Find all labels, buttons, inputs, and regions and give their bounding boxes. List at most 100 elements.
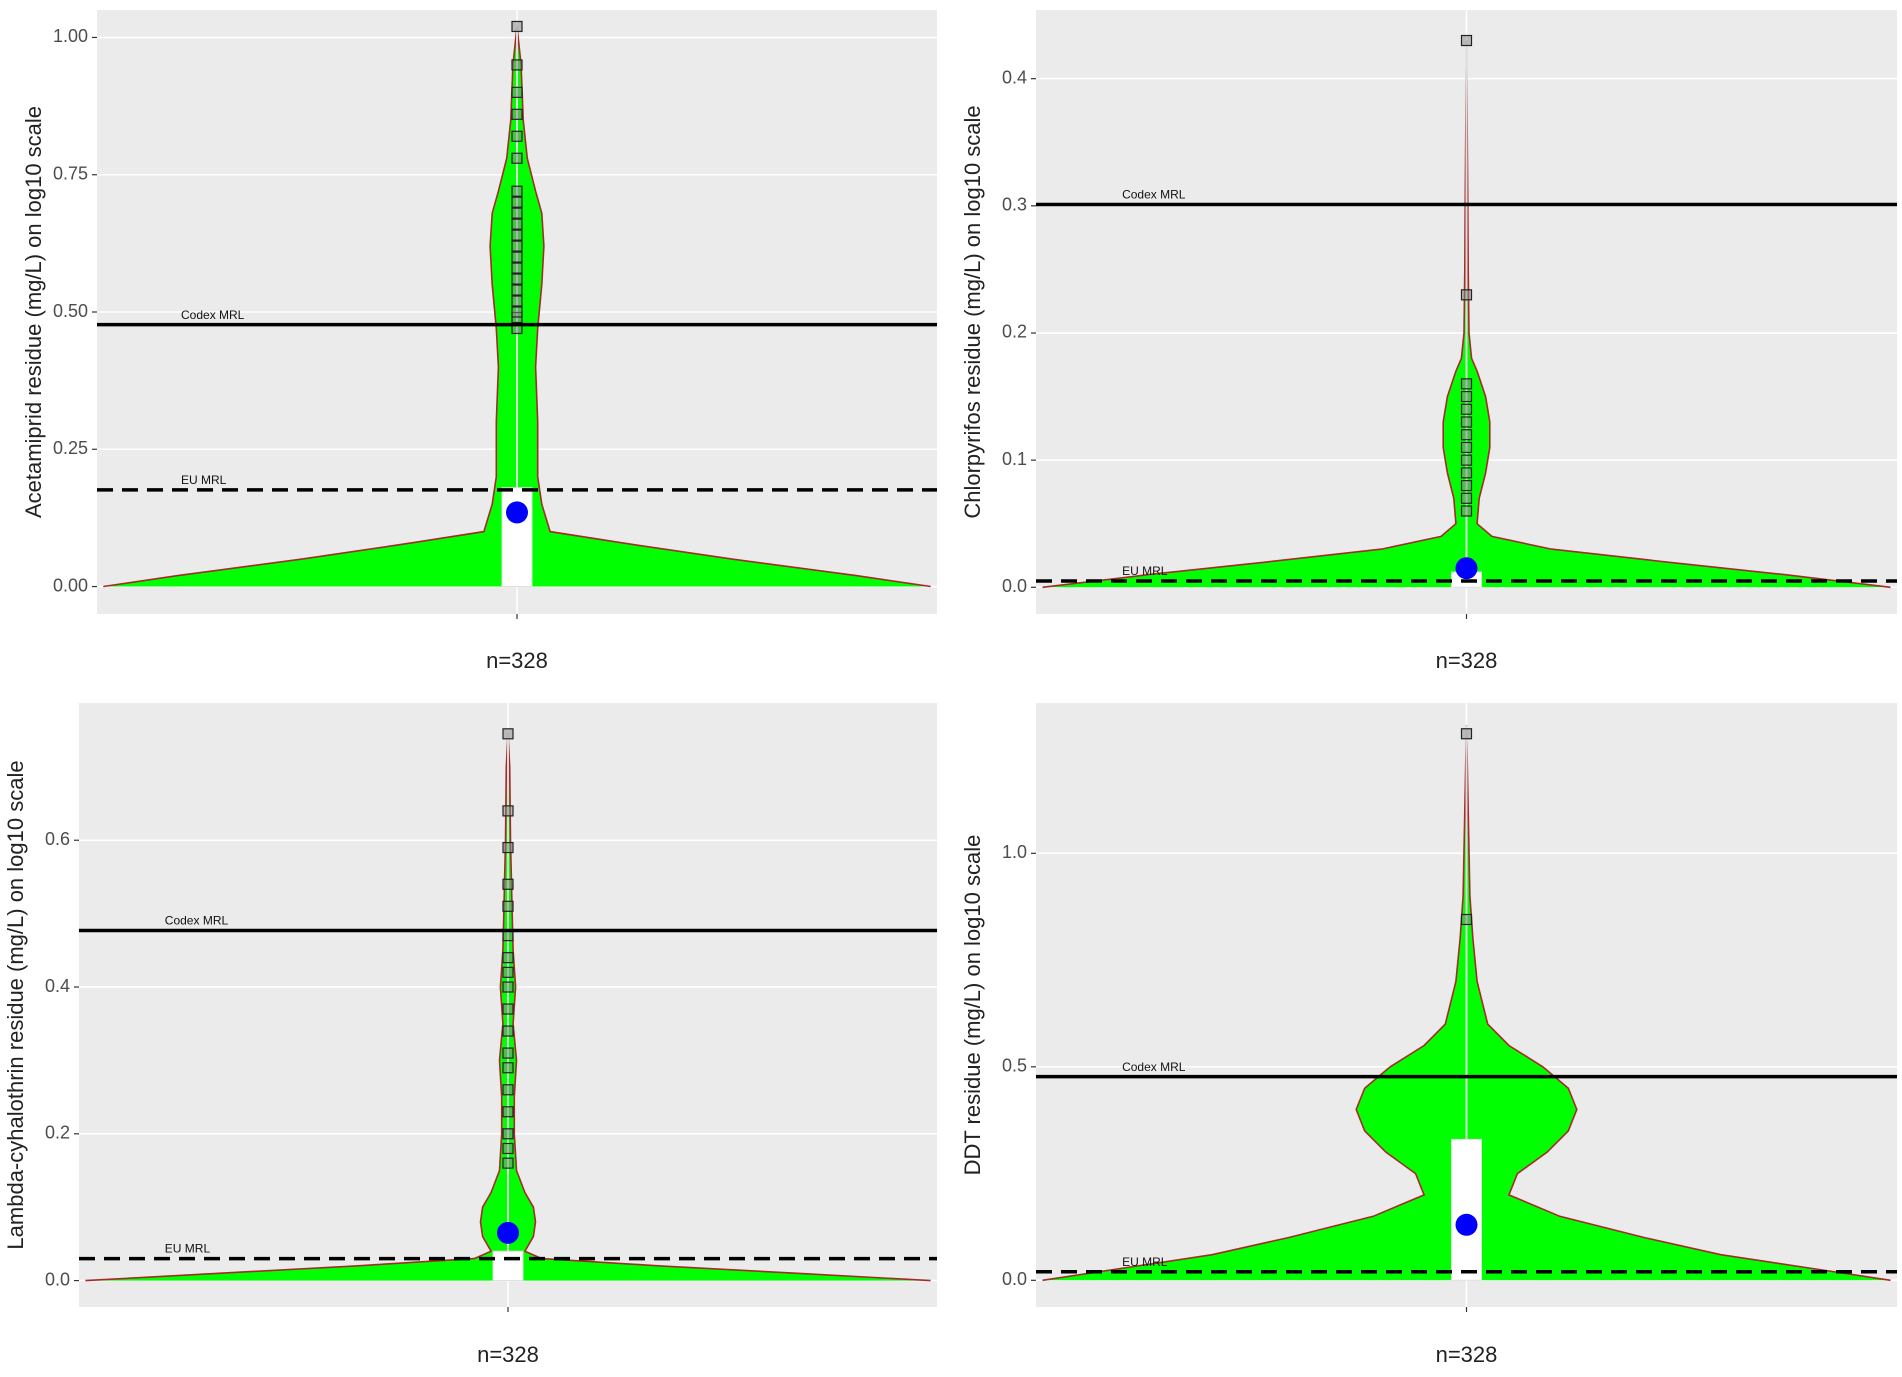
y-tick-label: 0.50 — [53, 301, 88, 321]
outlier — [1460, 390, 1473, 403]
outlier — [511, 251, 523, 263]
box — [501, 487, 533, 588]
reference-label: Codex MRL — [165, 914, 229, 928]
outlier — [1460, 454, 1473, 466]
box — [492, 1250, 524, 1282]
outlier — [502, 1142, 514, 1155]
outlier — [1460, 441, 1473, 454]
x-tick-label: n=328 — [486, 648, 548, 673]
outlier — [1460, 505, 1473, 517]
outlier — [502, 1062, 514, 1074]
mean-point — [1455, 557, 1478, 580]
violin-outline — [1465, 725, 1891, 1282]
y-axis-label: Acetamiprid residue (mg/L) on log10 scal… — [21, 106, 46, 518]
outlier — [511, 284, 523, 296]
y-tick-label: 0.75 — [53, 163, 88, 183]
y-tick-label: 0.25 — [53, 438, 88, 458]
outlier — [502, 728, 514, 740]
outlier — [502, 805, 514, 817]
outlier — [1460, 378, 1473, 390]
outlier — [511, 108, 523, 120]
reference-label: EU MRL — [1122, 1255, 1168, 1269]
outlier — [1460, 913, 1473, 926]
outlier — [502, 841, 514, 854]
outlier — [511, 306, 523, 318]
y-tick-label: 0.0 — [1002, 1269, 1027, 1289]
outlier — [502, 878, 514, 890]
y-axis-label: Chlorpyrifos residue (mg/L) on log10 sca… — [960, 105, 985, 518]
y-tick-label: 0.4 — [1002, 67, 1027, 87]
outlier — [511, 59, 523, 71]
outlier — [1460, 728, 1473, 740]
panel: 0.00 0.25 0.50 0.75 1.00 n=328 Acetamiprid res… — [21, 10, 937, 673]
x-tick-label: n=328 — [1436, 648, 1498, 673]
mean-point — [1455, 1213, 1478, 1236]
panel: 0.0 0.2 0.4 0.6 n=328 Lambda-cyhalothrin resi… — [3, 703, 937, 1367]
mean-point — [506, 501, 528, 524]
violin-outline — [85, 733, 509, 1282]
outlier — [502, 1025, 514, 1037]
reference-label: EU MRL — [181, 473, 227, 487]
outlier — [1460, 416, 1473, 428]
y-tick-label: 0.0 — [1002, 576, 1027, 596]
outlier — [1460, 429, 1473, 441]
reference-label: Codex MRL — [1122, 188, 1186, 202]
y-tick-label: 1.00 — [53, 26, 88, 46]
outlier — [1460, 403, 1473, 415]
mean-point — [497, 1221, 519, 1244]
violin-outline — [516, 26, 931, 588]
box — [1451, 1138, 1482, 1281]
outlier — [502, 1157, 514, 1169]
reference-label: EU MRL — [1122, 564, 1168, 578]
outlier — [502, 1003, 514, 1015]
reference-label: Codex MRL — [1122, 1060, 1186, 1074]
outlier — [511, 20, 523, 33]
y-tick-label: 0.6 — [45, 829, 70, 849]
outlier — [502, 900, 514, 912]
panel: 0.0 0.1 0.2 0.3 0.4 n=328 Chlorpyrifos residue… — [960, 10, 1897, 673]
outlier — [502, 981, 514, 993]
y-tick-label: 0.2 — [45, 1123, 70, 1143]
y-tick-label: 0.3 — [1002, 195, 1027, 215]
outlier — [502, 952, 514, 964]
outlier — [1460, 289, 1473, 301]
violin-outline — [103, 26, 518, 588]
x-tick-label: n=328 — [477, 1342, 539, 1367]
outlier — [1460, 467, 1473, 479]
y-tick-label: 1.0 — [1002, 842, 1027, 862]
x-tick-label: n=328 — [1436, 1342, 1498, 1367]
reference-label: Codex MRL — [181, 308, 245, 322]
outlier — [511, 130, 523, 142]
outlier — [1460, 34, 1473, 47]
y-tick-label: 0.1 — [1002, 449, 1027, 469]
y-tick-label: 0.00 — [53, 575, 88, 595]
violin-body — [1466, 725, 1891, 1281]
outlier — [511, 229, 523, 241]
outlier — [502, 966, 514, 978]
y-tick-label: 0.2 — [1002, 322, 1027, 342]
outlier — [511, 86, 523, 98]
outlier — [511, 262, 523, 274]
violin-outline — [1042, 725, 1468, 1282]
outlier — [1460, 492, 1473, 504]
violin-outline — [1042, 40, 1468, 589]
y-tick-label: 0.0 — [45, 1269, 70, 1289]
panel: 0.0 0.5 1.0 n=328 DDT residue (mg/L) on log1… — [960, 703, 1897, 1367]
outlier — [511, 240, 523, 252]
reference-label: EU MRL — [165, 1242, 211, 1256]
outlier — [511, 273, 523, 285]
outlier — [511, 185, 523, 197]
y-tick-label: 0.5 — [1002, 1056, 1027, 1076]
violin-body — [1042, 725, 1467, 1281]
y-axis-label: Lambda-cyhalothrin residue (mg/L) on log… — [3, 760, 28, 1249]
outlier — [511, 218, 523, 230]
outlier — [511, 207, 523, 219]
y-tick-label: 0.4 — [45, 976, 70, 996]
outlier — [502, 1106, 514, 1118]
outlier — [502, 1084, 514, 1096]
outlier — [502, 1128, 514, 1140]
y-axis-label: DDT residue (mg/L) on log10 scale — [960, 835, 985, 1176]
violin-outline — [1465, 40, 1891, 589]
outlier — [511, 295, 523, 307]
